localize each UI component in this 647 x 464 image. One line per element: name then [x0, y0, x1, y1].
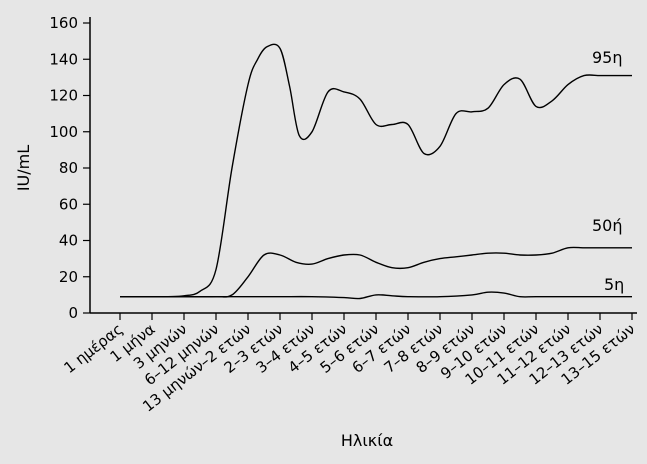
y-tick-label: 160	[49, 14, 78, 32]
y-tick-label: 80	[59, 159, 78, 177]
y-tick-label: 100	[49, 123, 78, 141]
x-axis-title: Ηλικία	[341, 431, 393, 450]
series-label: 50ή	[592, 216, 623, 235]
y-tick-label: 120	[49, 87, 78, 105]
series-label: 95η	[592, 48, 623, 67]
series-line	[120, 43, 632, 298]
series-lines	[120, 43, 632, 300]
y-tick-label: 20	[59, 268, 78, 286]
y-tick-label: 60	[59, 195, 78, 213]
y-axis-ticks: 0 20 40 60 80 100 120 140 160	[49, 14, 90, 322]
y-tick-label: 40	[59, 232, 78, 250]
y-tick-label: 140	[49, 50, 78, 68]
series-line	[120, 291, 632, 300]
series-labels: 95η 50ή 5η	[592, 48, 624, 294]
y-tick-label: 0	[68, 304, 78, 322]
y-axis-title: IU/mL	[14, 145, 33, 191]
series-label: 5η	[604, 275, 624, 294]
series-line	[120, 246, 632, 298]
